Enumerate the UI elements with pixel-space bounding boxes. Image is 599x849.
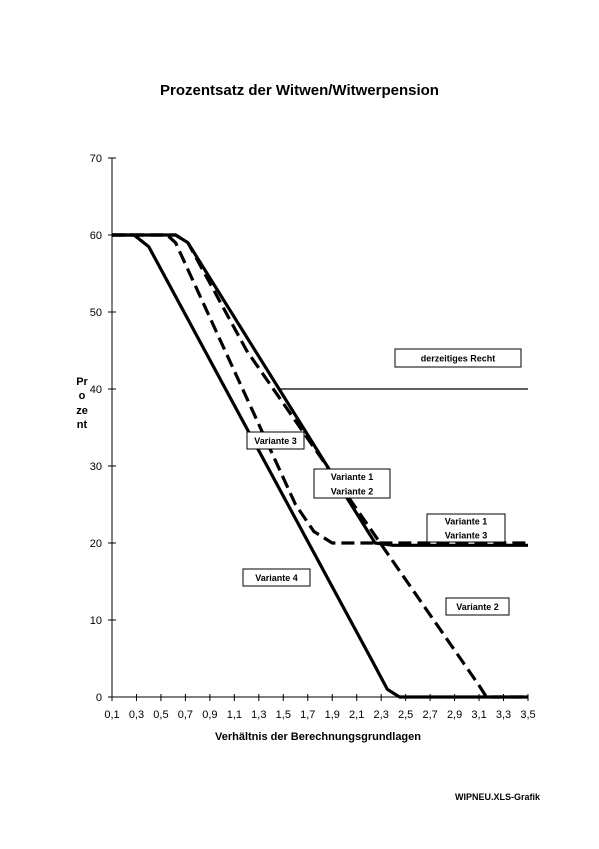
y-tick-label: 10	[90, 615, 102, 627]
x-tick-label: 0,1	[104, 709, 119, 721]
y-tick-label: 40	[90, 384, 102, 396]
y-tick-label: 30	[90, 461, 102, 473]
y-tick-label: 70	[90, 153, 102, 165]
x-tick-label: 3,5	[520, 709, 535, 721]
x-tick-label: 1,3	[251, 709, 266, 721]
annotation-box: Variante 1 Variante 2	[313, 468, 391, 499]
y-tick-label: 60	[90, 230, 102, 242]
y-tick-label: 20	[90, 538, 102, 550]
x-tick-label: 0,3	[129, 709, 144, 721]
series-line-4	[112, 233, 528, 699]
x-tick-label: 2,5	[398, 709, 413, 721]
x-axis-label: Verhältnis der Berechnungsgrundlagen	[215, 731, 421, 743]
x-tick-label: 1,1	[227, 709, 242, 721]
x-tick-label: 1,5	[276, 709, 291, 721]
footer-filename: WIPNEU.XLS-Grafik	[455, 792, 541, 802]
x-tick-label: 0,9	[202, 709, 217, 721]
annotation-box: derzeitiges Recht	[394, 348, 522, 368]
annotation-label: Variante 2	[456, 602, 499, 612]
x-tick-label: 1,9	[325, 709, 340, 721]
annotation-label: Variante 3	[254, 436, 297, 446]
series-line-5	[112, 233, 528, 547]
annotation-label: derzeitiges Recht	[421, 354, 496, 364]
x-tick-label: 2,9	[447, 709, 462, 721]
annotation-box: Variante 2	[445, 597, 510, 616]
annotation-label: Variante 1	[445, 517, 488, 527]
y-axis-label: Prozent	[76, 376, 88, 431]
annotation-box: Variante 1 Variante 3	[426, 513, 506, 543]
annotation-label: Variante 2	[331, 486, 374, 496]
x-tick-label: 0,5	[153, 709, 168, 721]
annotation-label: Variante 4	[255, 573, 298, 583]
annotation-box: Variante 4	[242, 568, 311, 587]
series-line-3	[112, 233, 528, 699]
annotation-label: Variante 1	[331, 472, 374, 482]
chart-title: Prozentsatz der Witwen/Witwerpension	[160, 82, 439, 99]
series-line-2	[112, 233, 528, 545]
x-tick-label: 3,1	[471, 709, 486, 721]
x-tick-label: 0,7	[178, 709, 193, 721]
x-tick-label: 2,3	[374, 709, 389, 721]
annotation-box: Variante 3	[246, 431, 305, 450]
x-tick-label: 1,7	[300, 709, 315, 721]
y-tick-label: 50	[90, 307, 102, 319]
x-tick-label: 2,1	[349, 709, 364, 721]
x-tick-label: 3,3	[496, 709, 511, 721]
y-tick-label: 0	[96, 692, 102, 704]
x-tick-label: 2,7	[422, 709, 437, 721]
annotation-label: Variante 3	[445, 531, 488, 541]
